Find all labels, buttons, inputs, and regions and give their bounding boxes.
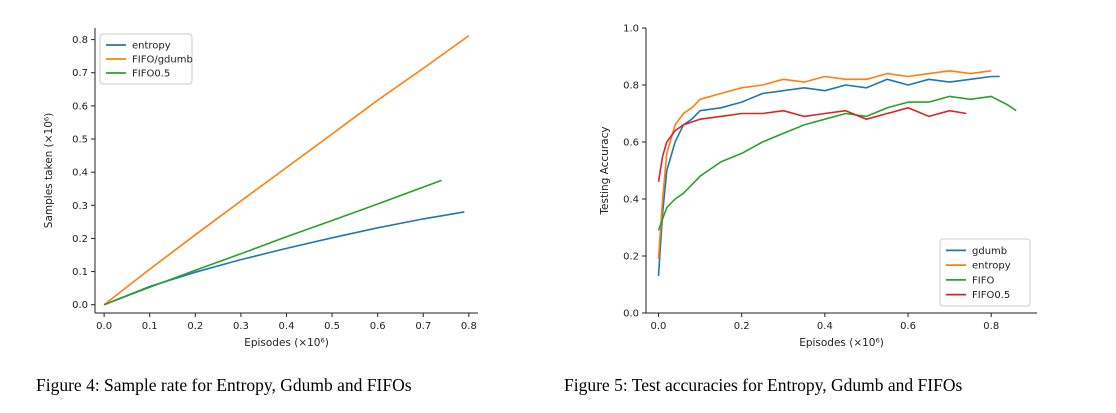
x-tick-label: 0.6 — [370, 321, 386, 332]
x-tick-label: 0.8 — [461, 321, 477, 332]
legend-label: FIFO — [972, 275, 994, 286]
x-axis-label: Episodes (×10⁶) — [799, 337, 884, 349]
x-tick-label: 0.6 — [900, 321, 916, 332]
y-tick-label: 0.2 — [72, 234, 88, 245]
x-tick-label: 0.2 — [187, 321, 203, 332]
y-tick-label: 0.0 — [72, 300, 88, 311]
y-tick-label: 0.4 — [72, 168, 88, 179]
x-axis-label: Episodes (×10⁶) — [244, 337, 329, 349]
y-tick-label: 0.7 — [72, 68, 88, 79]
figure-4-caption: Figure 4: Sample rate for Entropy, Gdumb… — [36, 375, 412, 395]
x-tick-label: 0.4 — [817, 321, 833, 332]
y-tick-label: 0.8 — [623, 81, 639, 92]
y-tick-label: 0.8 — [72, 35, 88, 46]
legend: entropy FIFO/gdumb FIFO0.5 — [99, 33, 193, 85]
series-line-fifo — [657, 95, 1017, 231]
legend-label: FIFO/gdumb — [132, 55, 193, 66]
y-tick-label: 0.1 — [72, 267, 88, 278]
y-tick-label: 0.6 — [72, 101, 88, 112]
series-line-gdumb — [657, 75, 1000, 276]
legend-label: gdumb — [972, 246, 1007, 257]
chart-testing-accuracy: 0.0 0.2 0.4 0.6 0.8 0.0 0.2 0.4 0.6 0.8 1.0 Episode… — [599, 24, 1037, 349]
legend-box — [939, 238, 1031, 307]
legend: gdumb entropy FIFO FIFO0.5 — [939, 238, 1031, 307]
series-line-fifo0-5 — [103, 179, 442, 306]
y-tick-label: 0.0 — [623, 309, 639, 320]
figure-5-caption: Figure 5: Test accuracies for Entropy, G… — [564, 375, 962, 395]
legend-box — [99, 33, 193, 85]
y-tick-label: 0.5 — [72, 135, 88, 146]
x-tick-label: 0.2 — [734, 321, 750, 332]
series-line-fifo-gdumb — [103, 34, 470, 306]
x-tick-label: 0.0 — [96, 321, 112, 332]
series-line-entropy — [103, 211, 465, 306]
x-tick-label: 0.8 — [983, 321, 999, 332]
series-line-entropy — [657, 70, 992, 259]
x-tick-label: 0.7 — [415, 321, 431, 332]
y-tick-label: 0.6 — [623, 138, 639, 149]
x-tick-label: 0.3 — [233, 321, 249, 332]
y-axis-label: Testing Accuracy — [599, 126, 611, 215]
y-tick-label: 1.0 — [623, 24, 639, 35]
legend-label: entropy — [132, 41, 171, 52]
legend-label: entropy — [972, 261, 1011, 272]
x-tick-label: 0.1 — [142, 321, 158, 332]
x-tick-label: 0.4 — [279, 321, 295, 332]
series-line-fifo0-5 — [657, 107, 967, 183]
y-tick-label: 0.3 — [72, 201, 88, 212]
legend-label: FIFO0.5 — [132, 69, 170, 80]
y-axis-label: Samples taken (×10⁶) — [43, 113, 55, 228]
chart-samples-taken: 0.0 0.1 0.2 0.3 0.4 0.5 0.6 0.7 0.8 0.0 0.1 0.2 0.3 0… — [43, 28, 478, 349]
y-tick-label: 0.4 — [623, 195, 639, 206]
legend-label: FIFO0.5 — [972, 290, 1010, 301]
x-tick-label: 0.0 — [651, 321, 667, 332]
y-tick-label: 0.2 — [623, 252, 639, 263]
x-tick-label: 0.5 — [324, 321, 340, 332]
